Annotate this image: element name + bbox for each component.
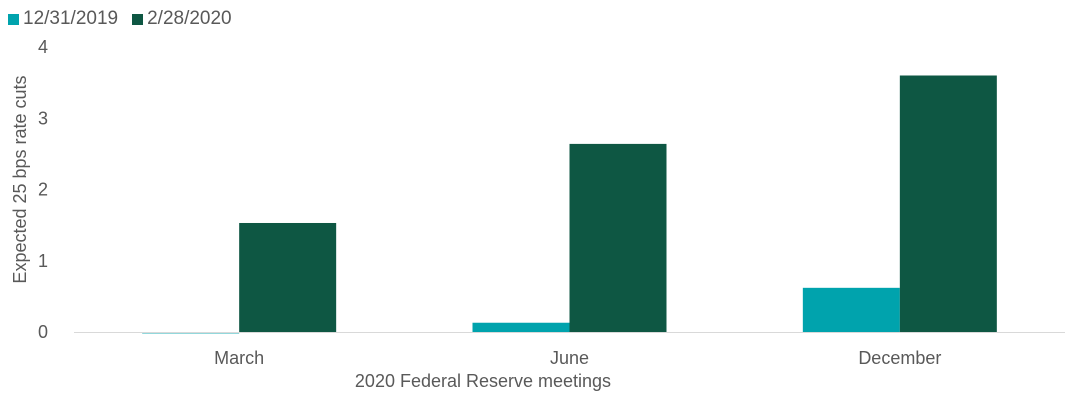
bar-june-series-1: [472, 322, 570, 332]
x-axis-ticks: March June December: [214, 348, 941, 368]
x-tick-label-june: June: [550, 348, 589, 368]
legend-item-series-2: 2/28/2020: [132, 8, 232, 30]
x-axis-title: 2020 Federal Reserve meetings: [355, 371, 611, 391]
y-axis-title: Expected 25 bps rate cuts: [10, 75, 30, 283]
y-tick-label: 4: [38, 37, 48, 57]
y-tick-label: 0: [38, 322, 48, 342]
bar-june-series-2: [569, 143, 667, 332]
y-tick-label: 1: [38, 251, 48, 271]
legend-label-series-2: 2/28/2020: [147, 8, 232, 29]
x-tick-label-december: December: [858, 348, 941, 368]
y-tick-label: 2: [38, 180, 48, 200]
legend-swatch-series-2: [132, 13, 144, 25]
legend-label-series-1: 12/31/2019: [23, 8, 119, 29]
legend-swatch-series-1: [8, 13, 19, 25]
bar-december-series-1: [802, 287, 900, 332]
bar-march-series-2: [239, 222, 337, 332]
bar-december-series-2: [899, 75, 997, 332]
legend: 12/31/2019 2/28/2020: [8, 8, 246, 30]
y-tick-label: 3: [38, 108, 48, 128]
bars: [142, 75, 997, 334]
y-axis-ticks: 0 1 2 3 4: [38, 37, 48, 342]
legend-item-series-1: 12/31/2019: [8, 8, 118, 30]
x-tick-label-march: March: [214, 348, 264, 368]
